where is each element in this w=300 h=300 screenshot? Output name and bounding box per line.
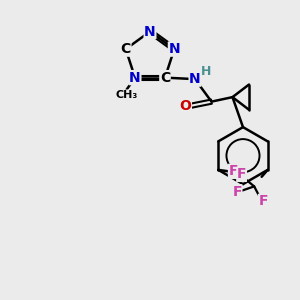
Text: C: C (160, 70, 170, 85)
Text: F: F (229, 164, 238, 178)
Text: N: N (144, 25, 156, 38)
Text: CH₃: CH₃ (116, 90, 138, 100)
Text: F: F (237, 167, 246, 182)
Text: F: F (258, 194, 268, 208)
Text: F: F (232, 185, 242, 199)
Text: N: N (168, 42, 180, 56)
Text: O: O (179, 99, 191, 113)
Text: C: C (121, 42, 131, 56)
Text: N: N (129, 70, 141, 85)
Text: H: H (201, 65, 212, 78)
Text: N: N (189, 72, 201, 86)
